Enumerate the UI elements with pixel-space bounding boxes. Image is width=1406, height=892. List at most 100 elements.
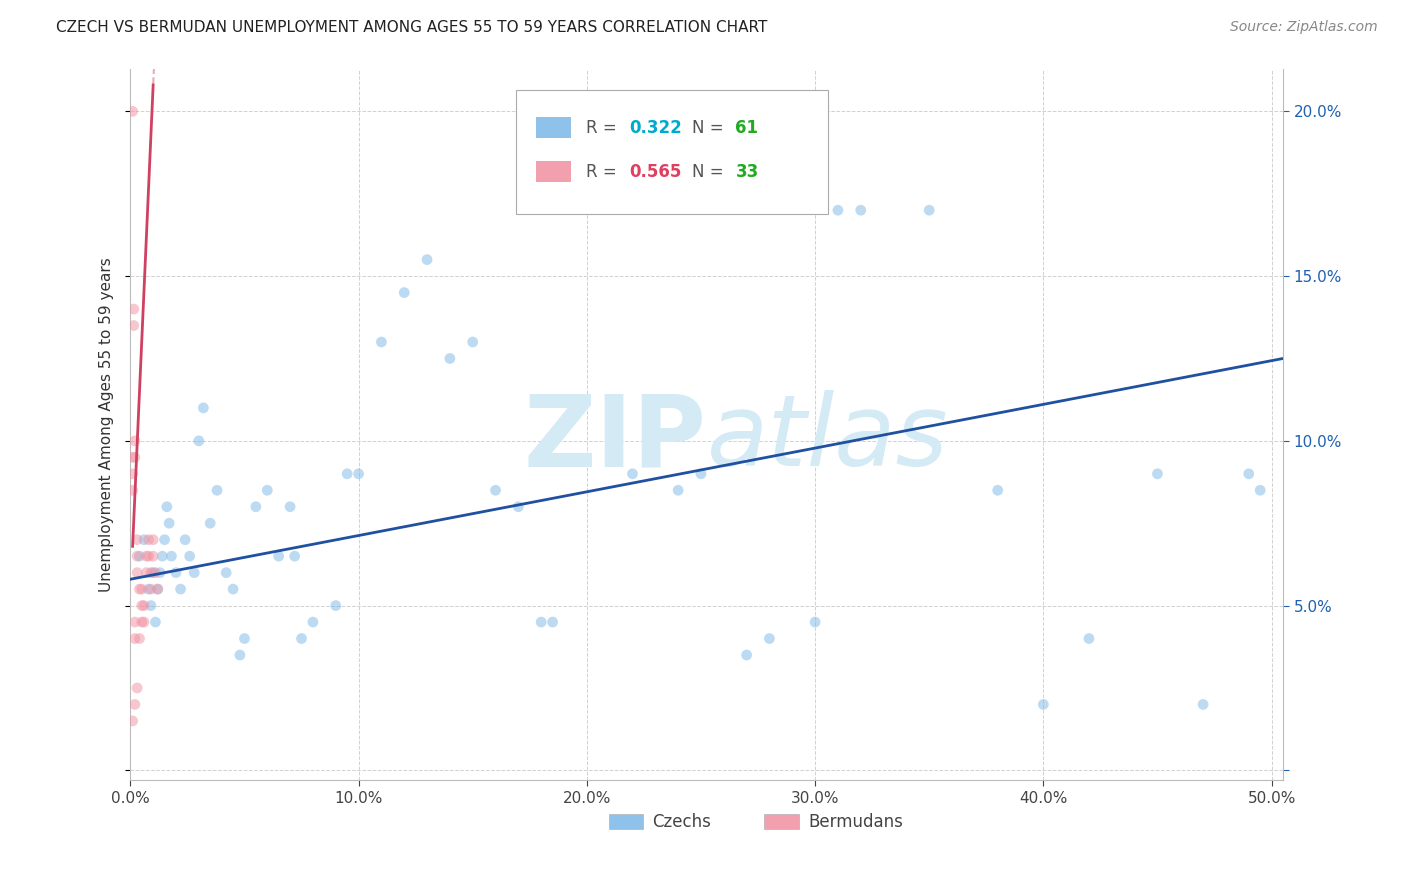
Point (290, 632, 312, 646)
Bar (536, 161, 571, 182)
Point (127, 566, 149, 580)
Point (131, 599, 153, 613)
Point (128, 582, 150, 596)
Point (758, 632, 780, 646)
Point (394, 285, 416, 300)
Point (131, 582, 153, 596)
Point (122, 301, 145, 316)
Text: Source: ZipAtlas.com: Source: ZipAtlas.com (1230, 20, 1378, 34)
Point (827, 203, 849, 218)
Point (849, 203, 872, 218)
Point (127, 681, 149, 695)
Point (169, 582, 191, 596)
Text: 0.322: 0.322 (630, 119, 682, 136)
Point (124, 434, 146, 448)
Point (205, 483, 228, 498)
Point (233, 632, 256, 646)
Point (183, 566, 205, 580)
Point (145, 615, 167, 629)
Point (987, 483, 1010, 498)
Point (138, 549, 160, 564)
Point (621, 467, 644, 481)
Point (336, 467, 359, 481)
Point (461, 334, 484, 349)
Point (142, 549, 165, 564)
Point (139, 566, 162, 580)
Point (124, 632, 146, 646)
Point (127, 549, 149, 564)
Text: Czechs: Czechs (652, 813, 711, 830)
Point (157, 516, 180, 531)
Point (1078, 632, 1101, 646)
Point (1192, 698, 1215, 712)
Text: R =: R = (586, 162, 621, 181)
Point (132, 533, 155, 547)
Point (325, 599, 347, 613)
Point (439, 351, 461, 366)
Text: 33: 33 (735, 162, 759, 181)
Point (174, 533, 197, 547)
Point (690, 467, 713, 481)
Point (222, 582, 245, 596)
Point (156, 500, 179, 514)
Point (267, 549, 290, 564)
Bar (765, 814, 799, 829)
Point (153, 533, 176, 547)
Point (1237, 467, 1260, 481)
Point (139, 599, 162, 613)
Point (145, 566, 167, 580)
Point (245, 500, 267, 514)
Text: atlas: atlas (707, 390, 948, 487)
Point (138, 582, 160, 596)
Point (124, 698, 146, 712)
Point (135, 566, 157, 580)
Point (150, 549, 173, 564)
Point (146, 582, 169, 596)
Point (804, 615, 827, 629)
Point (215, 566, 238, 580)
Point (278, 500, 301, 514)
Point (149, 566, 172, 580)
Text: Bermudans: Bermudans (808, 813, 903, 830)
Point (132, 615, 155, 629)
Point (160, 549, 183, 564)
Point (124, 615, 146, 629)
Point (1146, 467, 1168, 481)
Point (229, 648, 252, 662)
Point (121, 104, 143, 119)
Point (135, 549, 157, 564)
Point (121, 450, 143, 465)
Text: CZECH VS BERMUDAN UNEMPLOYMENT AMONG AGES 55 TO 59 YEARS CORRELATION CHART: CZECH VS BERMUDAN UNEMPLOYMENT AMONG AGE… (56, 20, 768, 35)
Point (128, 549, 150, 564)
Point (200, 516, 222, 531)
Point (541, 615, 564, 629)
Point (302, 615, 325, 629)
Point (142, 566, 165, 580)
Point (193, 401, 215, 415)
Text: ZIP: ZIP (524, 390, 707, 487)
Point (187, 434, 209, 448)
Point (179, 549, 201, 564)
Point (370, 334, 392, 349)
Point (128, 632, 150, 646)
Point (121, 714, 143, 728)
Point (146, 582, 169, 596)
Point (127, 533, 149, 547)
FancyBboxPatch shape (516, 90, 828, 214)
Point (666, 483, 689, 498)
Text: R =: R = (586, 119, 621, 136)
Point (508, 500, 530, 514)
Bar (536, 117, 571, 138)
Point (122, 318, 145, 333)
Point (347, 467, 370, 481)
Text: 0.565: 0.565 (630, 162, 682, 181)
Text: 61: 61 (735, 119, 758, 136)
Point (121, 467, 143, 481)
Text: N =: N = (692, 162, 728, 181)
Point (735, 648, 758, 662)
Point (484, 483, 506, 498)
Point (256, 483, 278, 498)
Point (1249, 483, 1271, 498)
Point (530, 615, 553, 629)
Point (138, 533, 160, 547)
